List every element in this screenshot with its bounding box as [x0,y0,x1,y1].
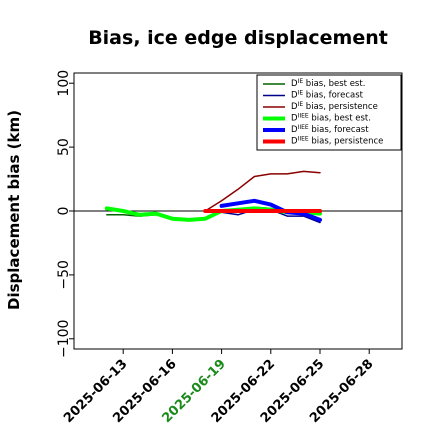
y-axis-label: Displacement bias (km) [5,110,23,310]
series-line [219,198,322,222]
y-tick-label: 100 [56,70,72,97]
chart-title: Bias, ice edge displacement [88,27,388,49]
y-tick-label: 0 [56,207,72,216]
y-tick-label: −100 [56,320,72,358]
series-line [204,170,321,212]
y-tick-label: −50 [56,260,72,290]
legend-label: DIE bias, forecast [291,89,364,101]
legend-label: DIIEE bias, forecast [291,124,369,136]
legend-label: DIE bias, best est. [291,78,365,90]
legend-label: DIE bias, persistence [291,101,378,113]
legend: DIE bias, best est.DIE bias, forecastDIE… [256,74,402,151]
legend-label: DIIEE bias, best est. [291,112,371,124]
y-tick-label: 50 [56,138,72,156]
legend-box [256,74,402,151]
legend-label: DIIEE bias, persistence [291,135,383,147]
